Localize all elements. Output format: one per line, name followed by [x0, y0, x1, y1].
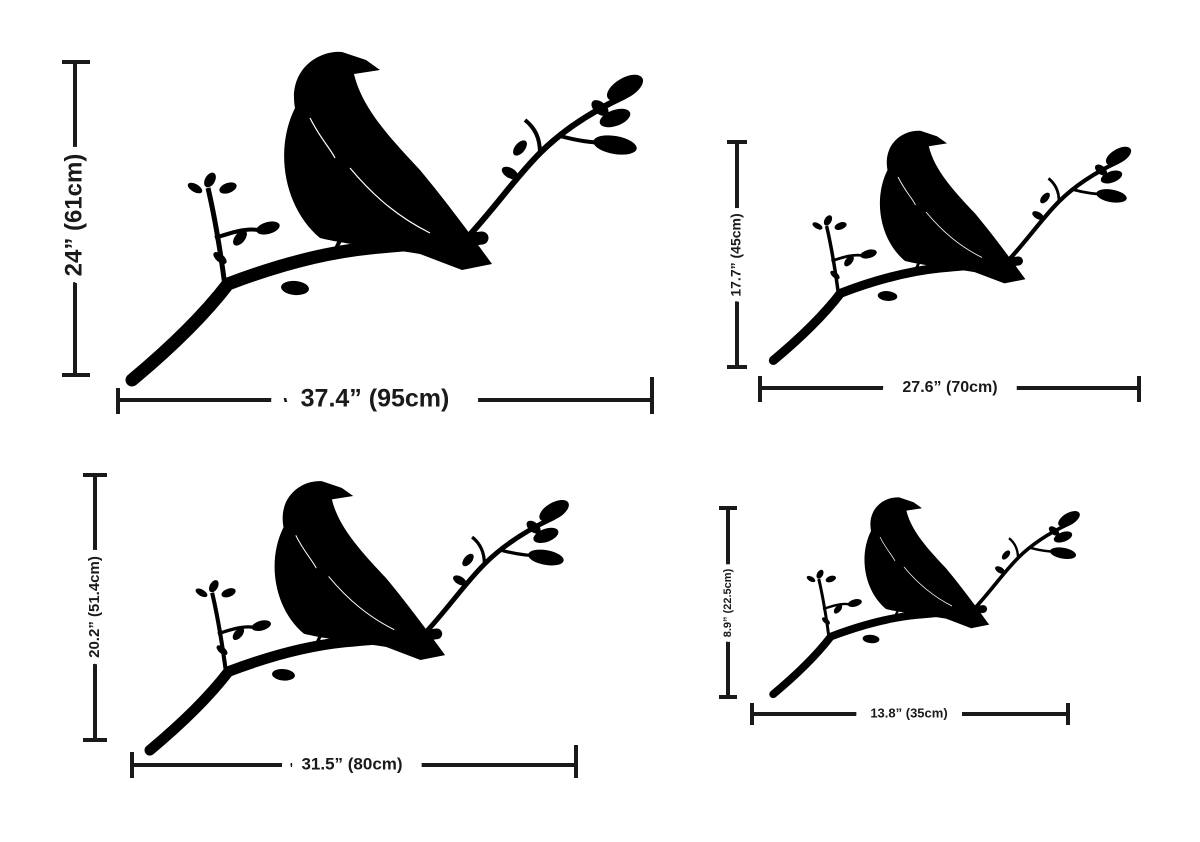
width-line: [750, 703, 1070, 725]
crow-silhouette: [132, 52, 647, 380]
width-label: 27.6” (70cm): [902, 379, 997, 396]
crow-large: 24” (61cm) 37.4” (95cm): [52, 52, 654, 443]
crow-medium: 17.7” (45cm) 27.6” (70cm): [722, 131, 1141, 416]
height-line: [719, 506, 737, 699]
width-label: 31.5” (80cm): [301, 754, 402, 773]
height-label: 8.9” (22.5cm): [722, 568, 734, 637]
height-label: 24” (61cm): [60, 154, 87, 277]
crow-silhouette: [773, 497, 1082, 694]
width-label: 13.8” (35cm): [870, 705, 947, 720]
height-label: 20.2” (51.4cm): [86, 556, 103, 658]
crow-extra-small: 8.9” (22.5cm) 13.8” (35cm): [717, 497, 1082, 735]
height-label: 17.7” (45cm): [728, 213, 744, 296]
width-line: [130, 745, 578, 778]
crow-silhouette: [773, 131, 1134, 361]
height-line: [83, 473, 107, 742]
crow-small: 20.2” (51.4cm) 31.5” (80cm): [79, 473, 578, 793]
width-label: 37.4” (95cm): [301, 385, 450, 413]
height-line: [727, 140, 747, 369]
width-line: [116, 377, 654, 414]
width-line: [758, 376, 1141, 402]
crow-silhouette: [150, 481, 573, 750]
height-line: [62, 60, 90, 377]
